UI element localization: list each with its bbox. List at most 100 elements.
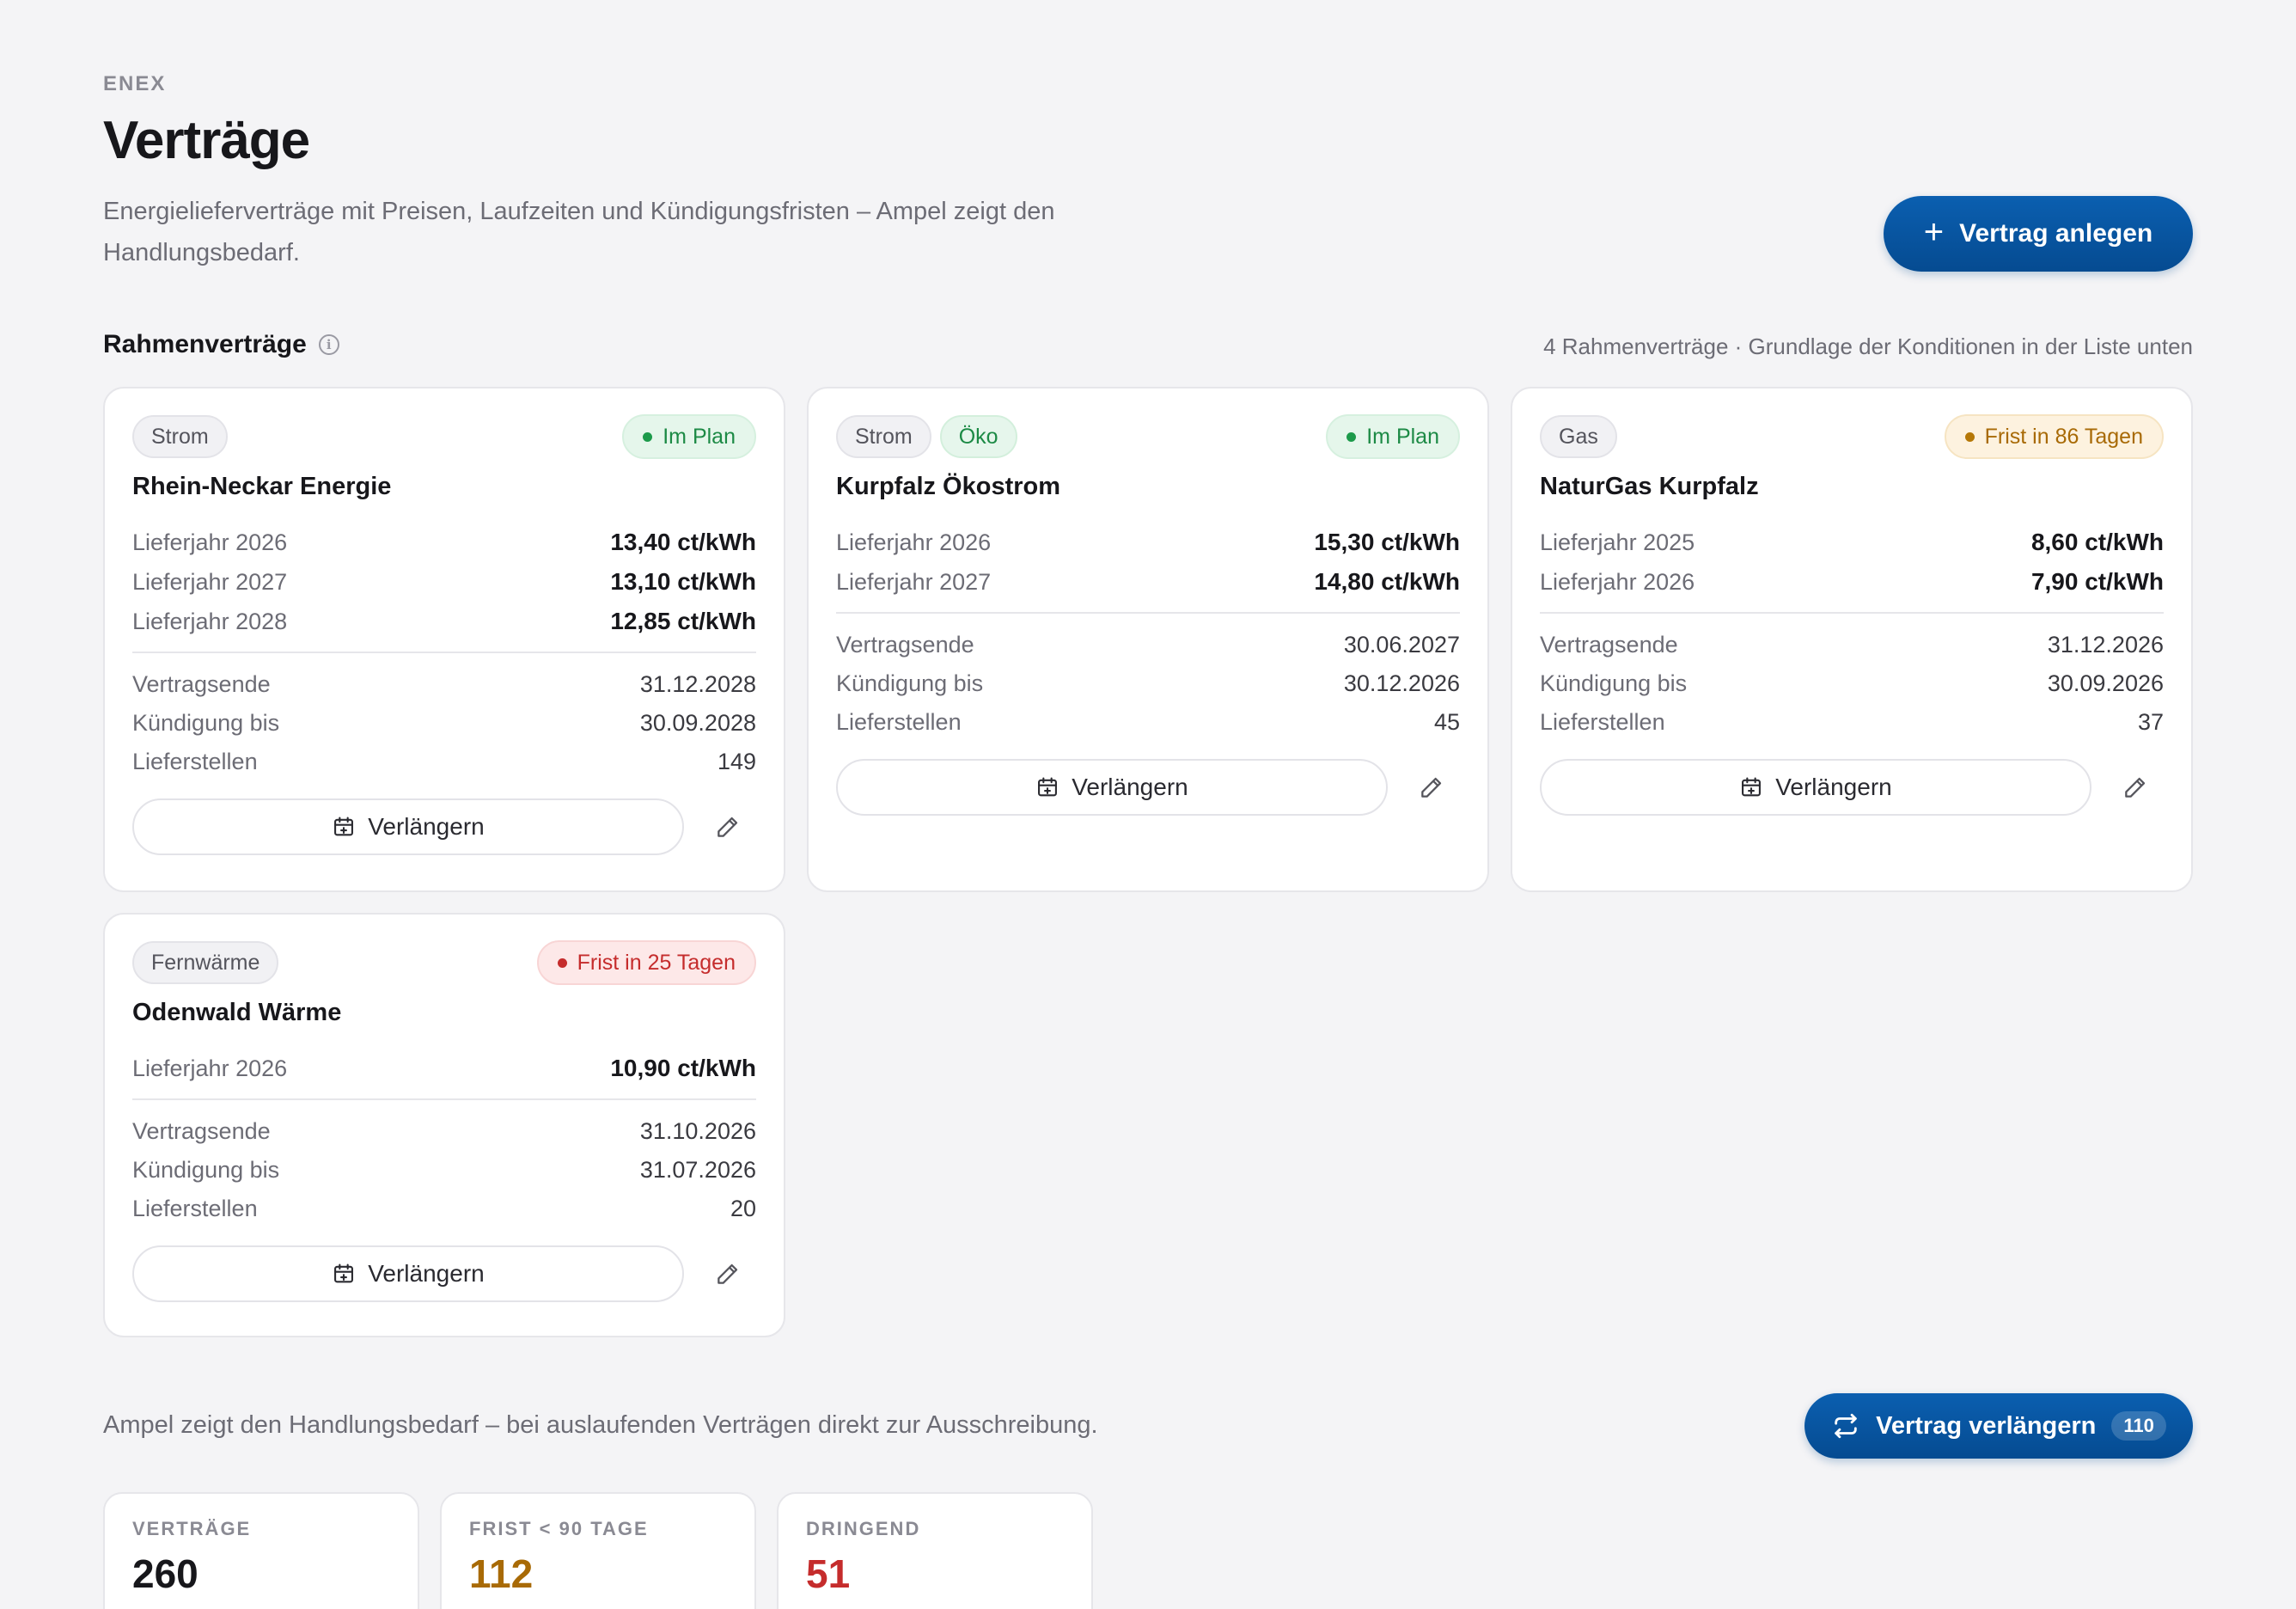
extend-button[interactable]: Verlängern <box>836 759 1388 816</box>
kpi-label: VERTRÄGE <box>132 1518 252 1539</box>
cancel-until-value: 31.07.2026 <box>639 1157 756 1183</box>
tag-energy-type: Strom <box>836 415 931 458</box>
status-dot-icon <box>1346 431 1357 442</box>
section-title-text: Rahmenverträge <box>103 330 307 358</box>
contract-end-row: Vertragsende 31.10.2026 <box>132 1112 756 1151</box>
contract-end-row: Vertragsende 31.12.2026 <box>1540 626 2164 664</box>
price-label: Lieferjahr 2026 <box>1540 568 1695 595</box>
status-badge: Im Plan <box>1326 414 1460 459</box>
kpi-card-deadline: FRIST < 90 TAGE 112 <box>440 1492 756 1609</box>
calendar-plus-icon <box>1742 777 1762 797</box>
supplier-name: Kurpfalz Ökostrom <box>836 473 1061 500</box>
delivery-points-label: Lieferstellen <box>836 709 962 735</box>
contract-card: Fernwärme Frist in 25 Tagen Odenwald Wär… <box>103 913 785 1337</box>
contract-end-value: 31.12.2026 <box>2047 632 2164 658</box>
extend-button[interactable]: Verlängern <box>132 1245 684 1302</box>
tag-energy-type: Strom <box>132 415 228 458</box>
price-row: Lieferjahr 2027 14,80 ct/kWh <box>836 562 1460 602</box>
extend-label: Verlängern <box>1072 774 1188 800</box>
cancel-until-label: Kündigung bis <box>836 670 984 696</box>
delivery-points-label: Lieferstellen <box>132 1196 258 1221</box>
tag-energy-type: Fernwärme <box>132 941 279 984</box>
kpi-label: FRIST < 90 TAGE <box>469 1518 649 1539</box>
extend-contract-button[interactable]: Vertrag verlängern 110 <box>1804 1393 2193 1459</box>
delivery-points-label: Lieferstellen <box>132 749 258 774</box>
pencil-icon[interactable] <box>699 1245 756 1302</box>
delivery-points-row: Lieferstellen 20 <box>132 1190 756 1228</box>
new-contract-button[interactable]: + Vertrag anlegen <box>1884 196 2193 272</box>
contract-end-label: Vertragsende <box>132 1118 271 1144</box>
status-badge: Frist in 25 Tagen <box>536 940 756 985</box>
cancel-until-label: Kündigung bis <box>1540 670 1688 696</box>
pencil-icon[interactable] <box>1403 759 1460 816</box>
cancel-until-value: 30.09.2028 <box>639 710 756 736</box>
extend-contract-label: Vertrag verlängern <box>1876 1411 2097 1440</box>
price-value: 13,10 ct/kWh <box>610 568 756 595</box>
extend-label: Verlängern <box>368 813 485 840</box>
extend-button[interactable]: Verlängern <box>1540 759 2091 816</box>
cancel-until-label: Kündigung bis <box>132 1157 280 1183</box>
pencil-icon[interactable] <box>2107 759 2164 816</box>
cancel-until-row: Kündigung bis 30.09.2028 <box>132 704 756 743</box>
extend-label: Verlängern <box>1775 774 1892 800</box>
plus-icon: + <box>1923 213 1945 251</box>
price-row: Lieferjahr 2025 8,60 ct/kWh <box>1540 523 2164 562</box>
price-label: Lieferjahr 2027 <box>132 568 288 595</box>
delivery-points-row: Lieferstellen 45 <box>836 703 1460 742</box>
delivery-points-row: Lieferstellen 37 <box>1540 703 2164 742</box>
kpi-value: 112 <box>469 1551 534 1596</box>
calendar-plus-icon <box>334 817 354 836</box>
kpi-value: 260 <box>132 1551 198 1596</box>
contract-end-label: Vertragsende <box>1540 632 1678 658</box>
contract-end-label: Vertragsende <box>836 632 974 658</box>
delivery-points-row: Lieferstellen 149 <box>132 743 756 781</box>
status-badge: Im Plan <box>622 414 756 459</box>
price-row: Lieferjahr 2028 12,85 ct/kWh <box>132 602 756 641</box>
status-dot-icon <box>643 431 653 442</box>
kpi-value: 51 <box>806 1551 851 1596</box>
kpi-card-urgent: DRINGEND 51 <box>777 1492 1093 1609</box>
extend-button[interactable]: Verlängern <box>132 798 684 855</box>
info-icon[interactable]: i <box>318 334 339 355</box>
delivery-points-label: Lieferstellen <box>1540 709 1665 735</box>
contract-end-value: 31.12.2028 <box>639 671 756 697</box>
cancel-until-value: 30.12.2026 <box>1343 670 1460 696</box>
tag-eco: Öko <box>939 415 1017 458</box>
price-row: Lieferjahr 2026 10,90 ct/kWh <box>132 1049 756 1088</box>
new-contract-label: Vertrag anlegen <box>1959 219 2153 248</box>
calendar-plus-icon <box>1038 777 1058 797</box>
contract-end-row: Vertragsende 31.12.2028 <box>132 665 756 704</box>
cancel-until-row: Kündigung bis 30.09.2026 <box>1540 664 2164 703</box>
supplier-name: NaturGas Kurpfalz <box>1540 473 1759 500</box>
status-dot-icon <box>1964 431 1975 442</box>
kpi-card-contracts: VERTRÄGE 260 <box>103 1492 419 1609</box>
footer-hint: Ampel zeigt den Handlungsbedarf – bei au… <box>103 1411 1098 1439</box>
pencil-icon[interactable] <box>699 798 756 855</box>
brand-label: ENEX <box>103 72 167 95</box>
price-label: Lieferjahr 2028 <box>132 608 288 634</box>
price-row: Lieferjahr 2027 13,10 ct/kWh <box>132 562 756 602</box>
status-dot-icon <box>557 957 567 968</box>
delivery-points-value: 20 <box>730 1196 756 1221</box>
contract-card: Strom Öko Im Plan Kurpfalz Ökostrom Lief… <box>807 387 1489 892</box>
cancel-until-row: Kündigung bis 31.07.2026 <box>132 1151 756 1190</box>
extend-label: Verlängern <box>368 1260 485 1287</box>
price-row: Lieferjahr 2026 15,30 ct/kWh <box>836 523 1460 562</box>
status-text: Im Plan <box>1366 424 1439 449</box>
price-value: 13,40 ct/kWh <box>610 529 756 555</box>
price-label: Lieferjahr 2026 <box>836 529 992 555</box>
price-value: 14,80 ct/kWh <box>1314 568 1460 595</box>
contract-end-label: Vertragsende <box>132 671 271 697</box>
price-value: 8,60 ct/kWh <box>2030 529 2164 555</box>
cancel-until-value: 30.09.2026 <box>2047 670 2164 696</box>
count-badge: 110 <box>2111 1411 2166 1441</box>
repeat-icon <box>1835 1413 1857 1439</box>
price-value: 15,30 ct/kWh <box>1314 529 1460 555</box>
delivery-points-value: 149 <box>717 749 756 774</box>
contract-end-value: 30.06.2027 <box>1343 632 1460 658</box>
supplier-name: Rhein-Neckar Energie <box>132 473 392 500</box>
price-label: Lieferjahr 2026 <box>132 1055 288 1081</box>
section-meta: 4 Rahmenverträge · Grundlage der Konditi… <box>1543 333 2193 359</box>
price-value: 12,85 ct/kWh <box>610 608 756 634</box>
price-value: 10,90 ct/kWh <box>610 1055 756 1081</box>
